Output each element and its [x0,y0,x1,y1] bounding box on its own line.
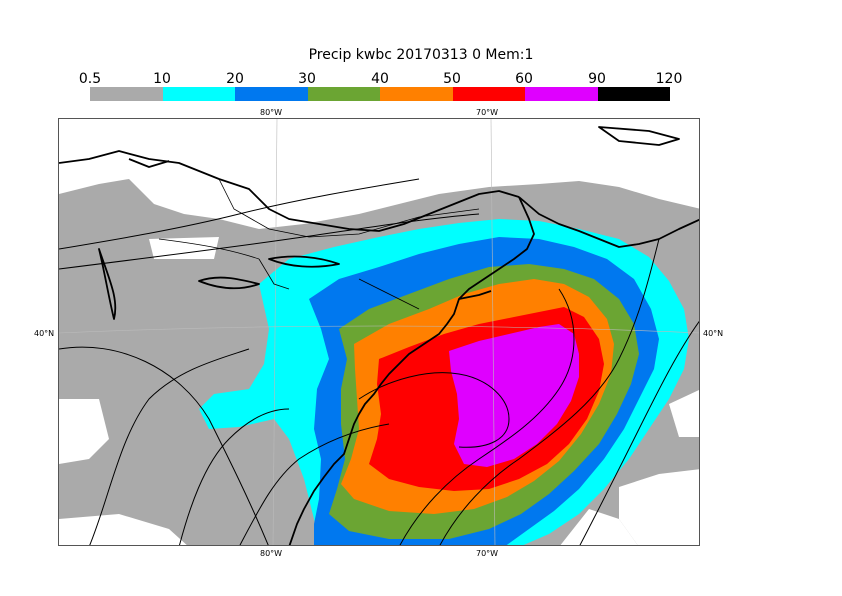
great-lake-shore [268,255,340,268]
no-precip-area [59,119,699,219]
colorbar-label: 60 [515,71,533,87]
lon-label-bottom-80w: 80°W [260,549,283,558]
colorbar-bin-1 [162,87,235,101]
plot-title: Precip kwbc 20170313 0 Mem:1 [308,47,534,63]
coastlines [59,126,699,545]
no-precip-area [59,399,109,464]
parallel-40n [59,325,699,334]
colorbar-bin-0 [90,87,163,101]
colorbar-label: 20 [226,71,244,87]
colorbar-bin-3 [307,87,380,101]
colorbar-bin-5 [452,87,525,101]
no-precip-area [619,469,699,545]
colorbar-label: 50 [443,71,461,87]
pressure-contour [89,348,250,545]
pressure-contour [358,372,510,448]
lon-label-top-70w: 70°W [476,108,499,117]
colorbar-bin-4 [380,87,453,101]
lon-label-top-80w: 80°W [260,108,283,117]
colorbar-label: 10 [153,71,171,87]
pressure-contour [439,238,660,545]
meridian-80w [272,119,278,545]
state-border [258,258,290,290]
coastline [458,290,492,300]
colorbar-bin-2 [235,87,308,101]
colorbar-label: 30 [298,71,316,87]
country-border [218,178,480,238]
no-precip-area [149,237,219,259]
pressure-contour [579,320,699,545]
lon-label-bottom-70w: 70°W [476,549,499,558]
state-border [158,238,260,260]
lat-label-right-40n: 40°N [703,329,724,338]
pressure-contour [59,178,420,250]
island-shore [598,126,680,146]
great-lake-shore [98,248,117,320]
precip-map [59,119,699,545]
meridian-70w [490,119,496,545]
borders [158,178,480,310]
coastline [288,196,535,545]
colorbar-label: 120 [655,71,683,87]
colorbar-bin-7 [597,87,670,101]
pressure-contour [59,213,480,270]
coastline [59,150,520,232]
colorbar [90,87,670,101]
colorbar-label: 0.5 [78,71,102,87]
pressure-contour [59,346,269,545]
colorbar-bin-6 [525,87,598,101]
colorbar-label: 90 [588,71,606,87]
map-panel [58,118,700,546]
coastline [518,196,699,248]
pressure-contours [59,178,699,545]
graticule [59,119,699,545]
lat-label-left-40n: 40°N [34,329,55,338]
pressure-contour [179,408,290,545]
coastline [128,158,170,168]
colorbar-label: 40 [371,71,389,87]
great-lake-shore [198,276,260,290]
no-precip-area [59,514,187,545]
precip-contour-60 [449,324,579,467]
state-border [358,278,420,310]
no-precip-area [669,389,699,437]
pressure-contour [239,423,390,545]
pressure-contour [399,288,575,545]
